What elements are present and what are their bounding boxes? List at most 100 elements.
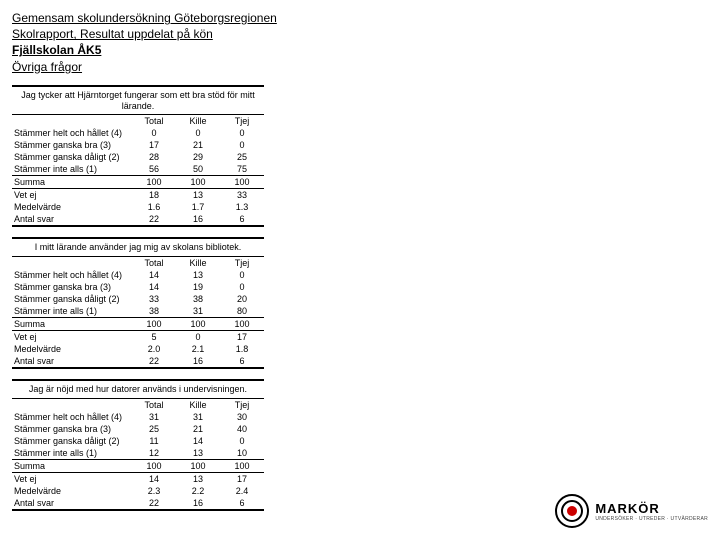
- question-block-0: Jag tycker att Hjärntorget fungerar som …: [12, 85, 264, 228]
- cell: 40: [220, 423, 264, 435]
- table-row: Stämmer ganska bra (3) 252140: [12, 423, 264, 435]
- cell: 16: [176, 355, 220, 367]
- result-table-tail: Vet ej 181333 Medelvärde 1.61.71.3 Antal…: [12, 189, 264, 225]
- col-blank: [12, 257, 132, 269]
- row-label: Stämmer ganska dåligt (2): [12, 293, 132, 305]
- brand-tagline: UNDERSÖKER · UTREDER · UTVÄRDERAR: [595, 516, 708, 522]
- brand-logo: MARKÖR UNDERSÖKER · UTREDER · UTVÄRDERAR: [555, 494, 708, 528]
- table-row: Antal svar 22166: [12, 213, 264, 225]
- cell: 100: [220, 176, 264, 188]
- cell: 13: [176, 447, 220, 459]
- table-row: Stämmer helt och hållet (4) 000: [12, 127, 264, 139]
- cell: 100: [132, 176, 176, 188]
- result-table-sum: Summa 100100100: [12, 318, 264, 330]
- cell: 0: [220, 435, 264, 447]
- table-row: Stämmer ganska bra (3) 14190: [12, 281, 264, 293]
- cell: 0: [176, 127, 220, 139]
- table-row: Vet ej 5017: [12, 331, 264, 343]
- col-tjej: Tjej: [220, 257, 264, 269]
- col-blank: [12, 399, 132, 411]
- header-line-4: Övriga frågor: [12, 59, 708, 75]
- result-table: Total Kille Tjej Stämmer helt och hållet…: [12, 399, 264, 459]
- result-table: Total Kille Tjej Stämmer helt och hållet…: [12, 115, 264, 175]
- row-label: Stämmer ganska bra (3): [12, 423, 132, 435]
- row-label: Stämmer ganska dåligt (2): [12, 151, 132, 163]
- report-header: Gemensam skolundersökning Göteborgsregio…: [12, 10, 708, 75]
- table-row: Stämmer helt och hållet (4) 313130: [12, 411, 264, 423]
- cell: 21: [176, 139, 220, 151]
- col-kille: Kille: [176, 257, 220, 269]
- table-row: Stämmer ganska dåligt (2) 282925: [12, 151, 264, 163]
- question-block-1: I mitt lärande använder jag mig av skola…: [12, 237, 264, 369]
- cell: 11: [132, 435, 176, 447]
- cell: 0: [176, 331, 220, 343]
- cell: 1.3: [220, 201, 264, 213]
- cell: 13: [176, 269, 220, 281]
- table-row: Vet ej 141317: [12, 473, 264, 485]
- cell: 19: [176, 281, 220, 293]
- cell: 20: [220, 293, 264, 305]
- header-line-2: Skolrapport, Resultat uppdelat på kön: [12, 26, 708, 42]
- result-table: Total Kille Tjej Stämmer helt och hållet…: [12, 257, 264, 317]
- cell: 33: [220, 189, 264, 201]
- cell: 17: [220, 473, 264, 485]
- cell: 0: [220, 127, 264, 139]
- rule: [12, 509, 264, 511]
- cell: 2.0: [132, 343, 176, 355]
- cell: 21: [176, 423, 220, 435]
- header-line-3: Fjällskolan ÅK5: [12, 42, 708, 58]
- cell: 31: [176, 305, 220, 317]
- row-label: Stämmer inte alls (1): [12, 447, 132, 459]
- table-row: Medelvärde 1.61.71.3: [12, 201, 264, 213]
- cell: 100: [176, 460, 220, 472]
- row-label: Stämmer inte alls (1): [12, 163, 132, 175]
- table-row: Antal svar 22166: [12, 497, 264, 509]
- row-label: Summa: [12, 176, 132, 188]
- table-row: Stämmer inte alls (1) 121310: [12, 447, 264, 459]
- cell: 25: [220, 151, 264, 163]
- cell: 10: [220, 447, 264, 459]
- cell: 100: [176, 318, 220, 330]
- cell: 38: [176, 293, 220, 305]
- row-label: Stämmer inte alls (1): [12, 305, 132, 317]
- cell: 6: [220, 497, 264, 509]
- row-label: Summa: [12, 460, 132, 472]
- result-table-tail: Vet ej 5017 Medelvärde 2.02.11.8 Antal s…: [12, 331, 264, 367]
- cell: 1.6: [132, 201, 176, 213]
- cell: 31: [176, 411, 220, 423]
- cell: 0: [220, 281, 264, 293]
- target-icon: [555, 494, 589, 528]
- table-row: Stämmer inte alls (1) 565075: [12, 163, 264, 175]
- cell: 13: [176, 189, 220, 201]
- cell: 80: [220, 305, 264, 317]
- question-title: I mitt lärande använder jag mig av skola…: [12, 239, 264, 256]
- cell: 16: [176, 497, 220, 509]
- row-label: Vet ej: [12, 473, 132, 485]
- result-table-sum: Summa 100100100: [12, 176, 264, 188]
- row-label: Medelvärde: [12, 343, 132, 355]
- table-row-sum: Summa 100100100: [12, 176, 264, 188]
- col-total: Total: [132, 257, 176, 269]
- cell: 50: [176, 163, 220, 175]
- cell: 28: [132, 151, 176, 163]
- cell: 100: [176, 176, 220, 188]
- table-row-sum: Summa 100100100: [12, 460, 264, 472]
- cell: 29: [176, 151, 220, 163]
- row-label: Stämmer helt och hållet (4): [12, 127, 132, 139]
- table-row: Antal svar 22166: [12, 355, 264, 367]
- cell: 17: [220, 331, 264, 343]
- cell: 18: [132, 189, 176, 201]
- col-kille: Kille: [176, 399, 220, 411]
- col-tjej: Tjej: [220, 399, 264, 411]
- cell: 0: [220, 139, 264, 151]
- cell: 22: [132, 213, 176, 225]
- table-row: Stämmer ganska bra (3) 17210: [12, 139, 264, 151]
- table-row: Stämmer ganska dåligt (2) 333820: [12, 293, 264, 305]
- cell: 14: [132, 473, 176, 485]
- cell: 1.8: [220, 343, 264, 355]
- cell: 5: [132, 331, 176, 343]
- row-label: Medelvärde: [12, 201, 132, 213]
- cell: 33: [132, 293, 176, 305]
- cell: 16: [176, 213, 220, 225]
- question-title: Jag är nöjd med hur datorer används i un…: [12, 381, 264, 398]
